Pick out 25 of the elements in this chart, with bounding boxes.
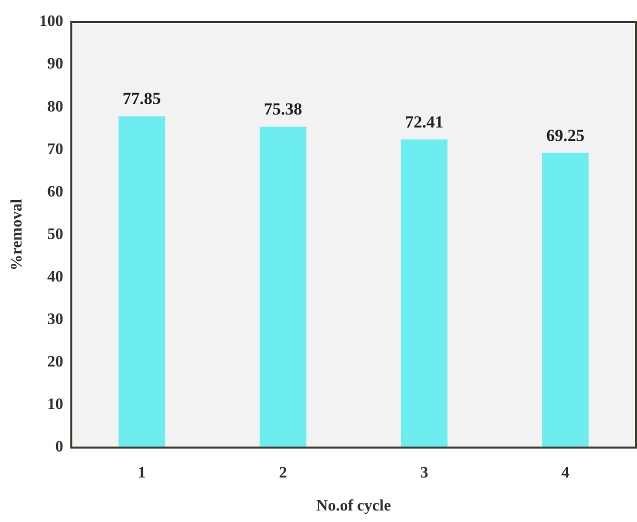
x-tick-label: 4 <box>561 464 570 482</box>
y-tick-label: 100 <box>39 13 64 30</box>
data-label: 75.38 <box>264 100 302 119</box>
data-label: 77.85 <box>122 89 161 108</box>
y-tick-label: 10 <box>47 396 64 414</box>
y-tick-label: 40 <box>47 268 64 286</box>
y-tick-label: 80 <box>47 98 64 116</box>
y-axis-title: %removal <box>8 198 26 271</box>
bar <box>400 139 448 448</box>
bar <box>118 116 166 448</box>
y-tick-label: 20 <box>47 354 64 371</box>
x-tick-label: 3 <box>420 464 428 482</box>
x-tick-label: 2 <box>279 464 287 482</box>
x-axis-title: No.of cycle <box>316 498 391 515</box>
y-tick-label: 0 <box>55 438 64 456</box>
bar <box>260 126 306 448</box>
bar <box>542 152 589 448</box>
y-tick-label: 60 <box>47 183 64 200</box>
y-tick-label: 90 <box>47 56 64 73</box>
y-tick-label: 50 <box>47 226 64 243</box>
data-label: 69.25 <box>546 126 585 145</box>
data-label: 72.41 <box>405 112 444 132</box>
y-tick-label: 30 <box>47 311 64 328</box>
x-tick-label: 1 <box>138 464 146 482</box>
y-tick-label: 70 <box>47 140 64 158</box>
